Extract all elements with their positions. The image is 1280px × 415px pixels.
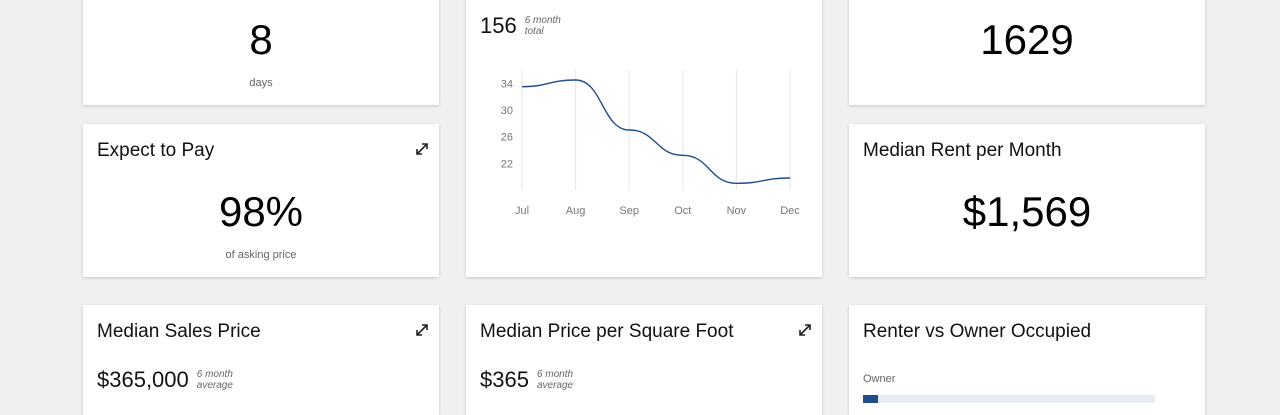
x-tick-label: Nov: [727, 205, 747, 217]
series-line: [521, 79, 791, 185]
median-rent-title: Median Rent per Month: [863, 140, 1062, 161]
days-value: 8: [249, 16, 273, 63]
median-sales-sub-line2: average: [196, 380, 233, 391]
days-caption: days: [249, 77, 273, 89]
x-tick-label: Sep: [619, 205, 639, 217]
y-tick-label: 34: [501, 78, 513, 90]
median-sales-sub: 6 month average: [197, 369, 233, 391]
y-tick-label: 30: [501, 105, 513, 117]
chart-total-sub: 6 month total: [525, 15, 561, 37]
median-ppsf-stat: $365 6 month average: [480, 367, 573, 393]
median-ppsf-sub: 6 month average: [537, 369, 573, 391]
median-ppsf-value: $365: [480, 367, 529, 392]
x-tick-label: Oct: [674, 205, 691, 217]
median-ppsf-card: Median Price per Square Foot $365 6 mont…: [466, 305, 822, 415]
chart-sub-line2: total: [524, 26, 544, 37]
median-sales-stat: $365,000 6 month average: [97, 367, 233, 393]
expand-icon[interactable]: [415, 142, 429, 156]
median-rent-value: $1,569: [962, 188, 1092, 235]
renter-owner-title: Renter vs Owner Occupied: [863, 321, 1092, 342]
expand-icon[interactable]: [415, 323, 429, 337]
y-tick-label: 22: [501, 158, 513, 170]
expect-to-pay-value: 98%: [218, 188, 304, 235]
owner-label: Owner: [863, 373, 896, 385]
median-ppsf-sub-line1: 6 month: [536, 369, 574, 380]
chart-sub-line1: 6 month: [524, 15, 561, 26]
expect-to-pay-card: Expect to Pay 98% of asking price: [83, 124, 439, 277]
chart-total-value: 156: [480, 13, 517, 38]
median-sales-sub-line1: 6 month: [196, 369, 233, 380]
x-tick-label: Aug: [566, 205, 586, 217]
expect-to-pay-caption: of asking price: [225, 249, 297, 261]
median-rent-card: Median Rent per Month $1,569: [849, 124, 1205, 277]
median-sales-value: $365,000: [97, 367, 189, 392]
renter-owner-card: Renter vs Owner Occupied Owner: [849, 305, 1205, 415]
x-tick-label: Dec: [780, 205, 800, 217]
median-ppsf-title: Median Price per Square Foot: [480, 321, 734, 342]
owner-bar-track: [863, 395, 1155, 403]
days-card: 8 days: [83, 0, 439, 105]
count-card: 1629: [849, 0, 1205, 105]
owner-bar-fill: [863, 395, 878, 403]
y-tick-label: 26: [501, 132, 513, 144]
line-chart: 22 26 30 34 Jul Aug Sep Oct Nov Dec: [501, 70, 800, 217]
chart-card: 156 6 month total 22 26 30 34 Jul Aug Sep Oct No…: [466, 0, 822, 277]
expect-to-pay-title: Expect to Pay: [97, 140, 215, 161]
median-sales-card: Median Sales Price $365,000 6 month aver…: [83, 305, 439, 415]
x-tick-label: Jul: [515, 205, 529, 217]
expand-icon[interactable]: [798, 323, 812, 337]
count-value: 1629: [980, 16, 1074, 63]
chart-stat: 156 6 month total: [480, 13, 561, 39]
median-sales-title: Median Sales Price: [97, 321, 261, 342]
median-ppsf-sub-line2: average: [536, 380, 574, 391]
